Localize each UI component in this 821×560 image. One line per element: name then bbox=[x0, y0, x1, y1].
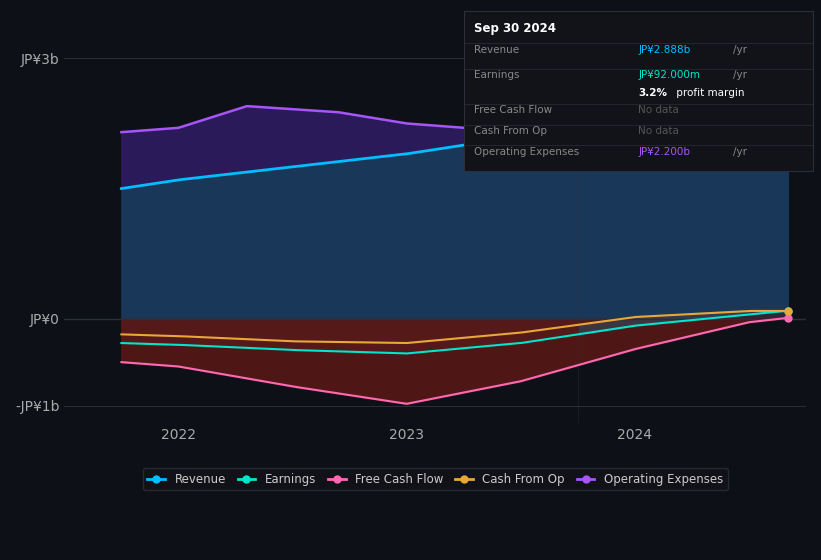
Text: Cash From Op: Cash From Op bbox=[475, 126, 548, 136]
Text: JP¥92.000m: JP¥92.000m bbox=[639, 70, 700, 80]
Text: /yr: /yr bbox=[732, 45, 746, 55]
Text: No data: No data bbox=[639, 105, 679, 115]
Text: Operating Expenses: Operating Expenses bbox=[475, 147, 580, 157]
Text: profit margin: profit margin bbox=[673, 88, 745, 98]
Text: JP¥2.888b: JP¥2.888b bbox=[639, 45, 690, 55]
Text: /yr: /yr bbox=[732, 70, 746, 80]
Legend: Revenue, Earnings, Free Cash Flow, Cash From Op, Operating Expenses: Revenue, Earnings, Free Cash Flow, Cash … bbox=[143, 468, 728, 491]
Text: 3.2%: 3.2% bbox=[639, 88, 667, 98]
Text: No data: No data bbox=[639, 126, 679, 136]
Text: /yr: /yr bbox=[732, 147, 746, 157]
Text: Sep 30 2024: Sep 30 2024 bbox=[475, 22, 557, 35]
Text: Free Cash Flow: Free Cash Flow bbox=[475, 105, 553, 115]
Text: JP¥2.200b: JP¥2.200b bbox=[639, 147, 690, 157]
Text: Earnings: Earnings bbox=[475, 70, 520, 80]
Text: Revenue: Revenue bbox=[475, 45, 520, 55]
